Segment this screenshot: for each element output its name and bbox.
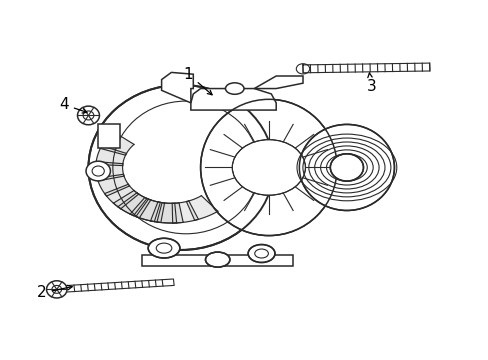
Polygon shape <box>130 198 160 222</box>
Polygon shape <box>157 203 183 223</box>
Polygon shape <box>118 193 150 218</box>
Polygon shape <box>161 72 193 103</box>
Polygon shape <box>136 199 164 222</box>
Ellipse shape <box>247 244 274 262</box>
Ellipse shape <box>77 106 99 125</box>
Text: 1: 1 <box>183 67 212 95</box>
Polygon shape <box>113 190 147 216</box>
Polygon shape <box>186 196 218 220</box>
Ellipse shape <box>299 125 394 211</box>
Ellipse shape <box>296 64 309 74</box>
Ellipse shape <box>88 85 273 250</box>
Ellipse shape <box>200 99 336 235</box>
Ellipse shape <box>225 83 244 94</box>
Text: 3: 3 <box>366 73 375 94</box>
Polygon shape <box>98 125 120 148</box>
Polygon shape <box>96 146 126 166</box>
Polygon shape <box>104 184 139 209</box>
Ellipse shape <box>330 154 363 181</box>
Polygon shape <box>190 89 276 110</box>
Polygon shape <box>142 255 293 266</box>
Ellipse shape <box>46 281 67 298</box>
Polygon shape <box>302 63 429 73</box>
Text: 4: 4 <box>59 97 87 113</box>
Text: 2: 2 <box>37 285 72 301</box>
Ellipse shape <box>232 140 305 195</box>
Polygon shape <box>100 132 134 155</box>
Polygon shape <box>150 202 176 223</box>
Ellipse shape <box>148 238 180 258</box>
Ellipse shape <box>205 252 229 267</box>
Polygon shape <box>254 76 303 89</box>
Polygon shape <box>96 162 124 181</box>
Polygon shape <box>56 279 174 293</box>
Ellipse shape <box>86 161 110 181</box>
Polygon shape <box>97 174 129 196</box>
Polygon shape <box>172 201 198 223</box>
